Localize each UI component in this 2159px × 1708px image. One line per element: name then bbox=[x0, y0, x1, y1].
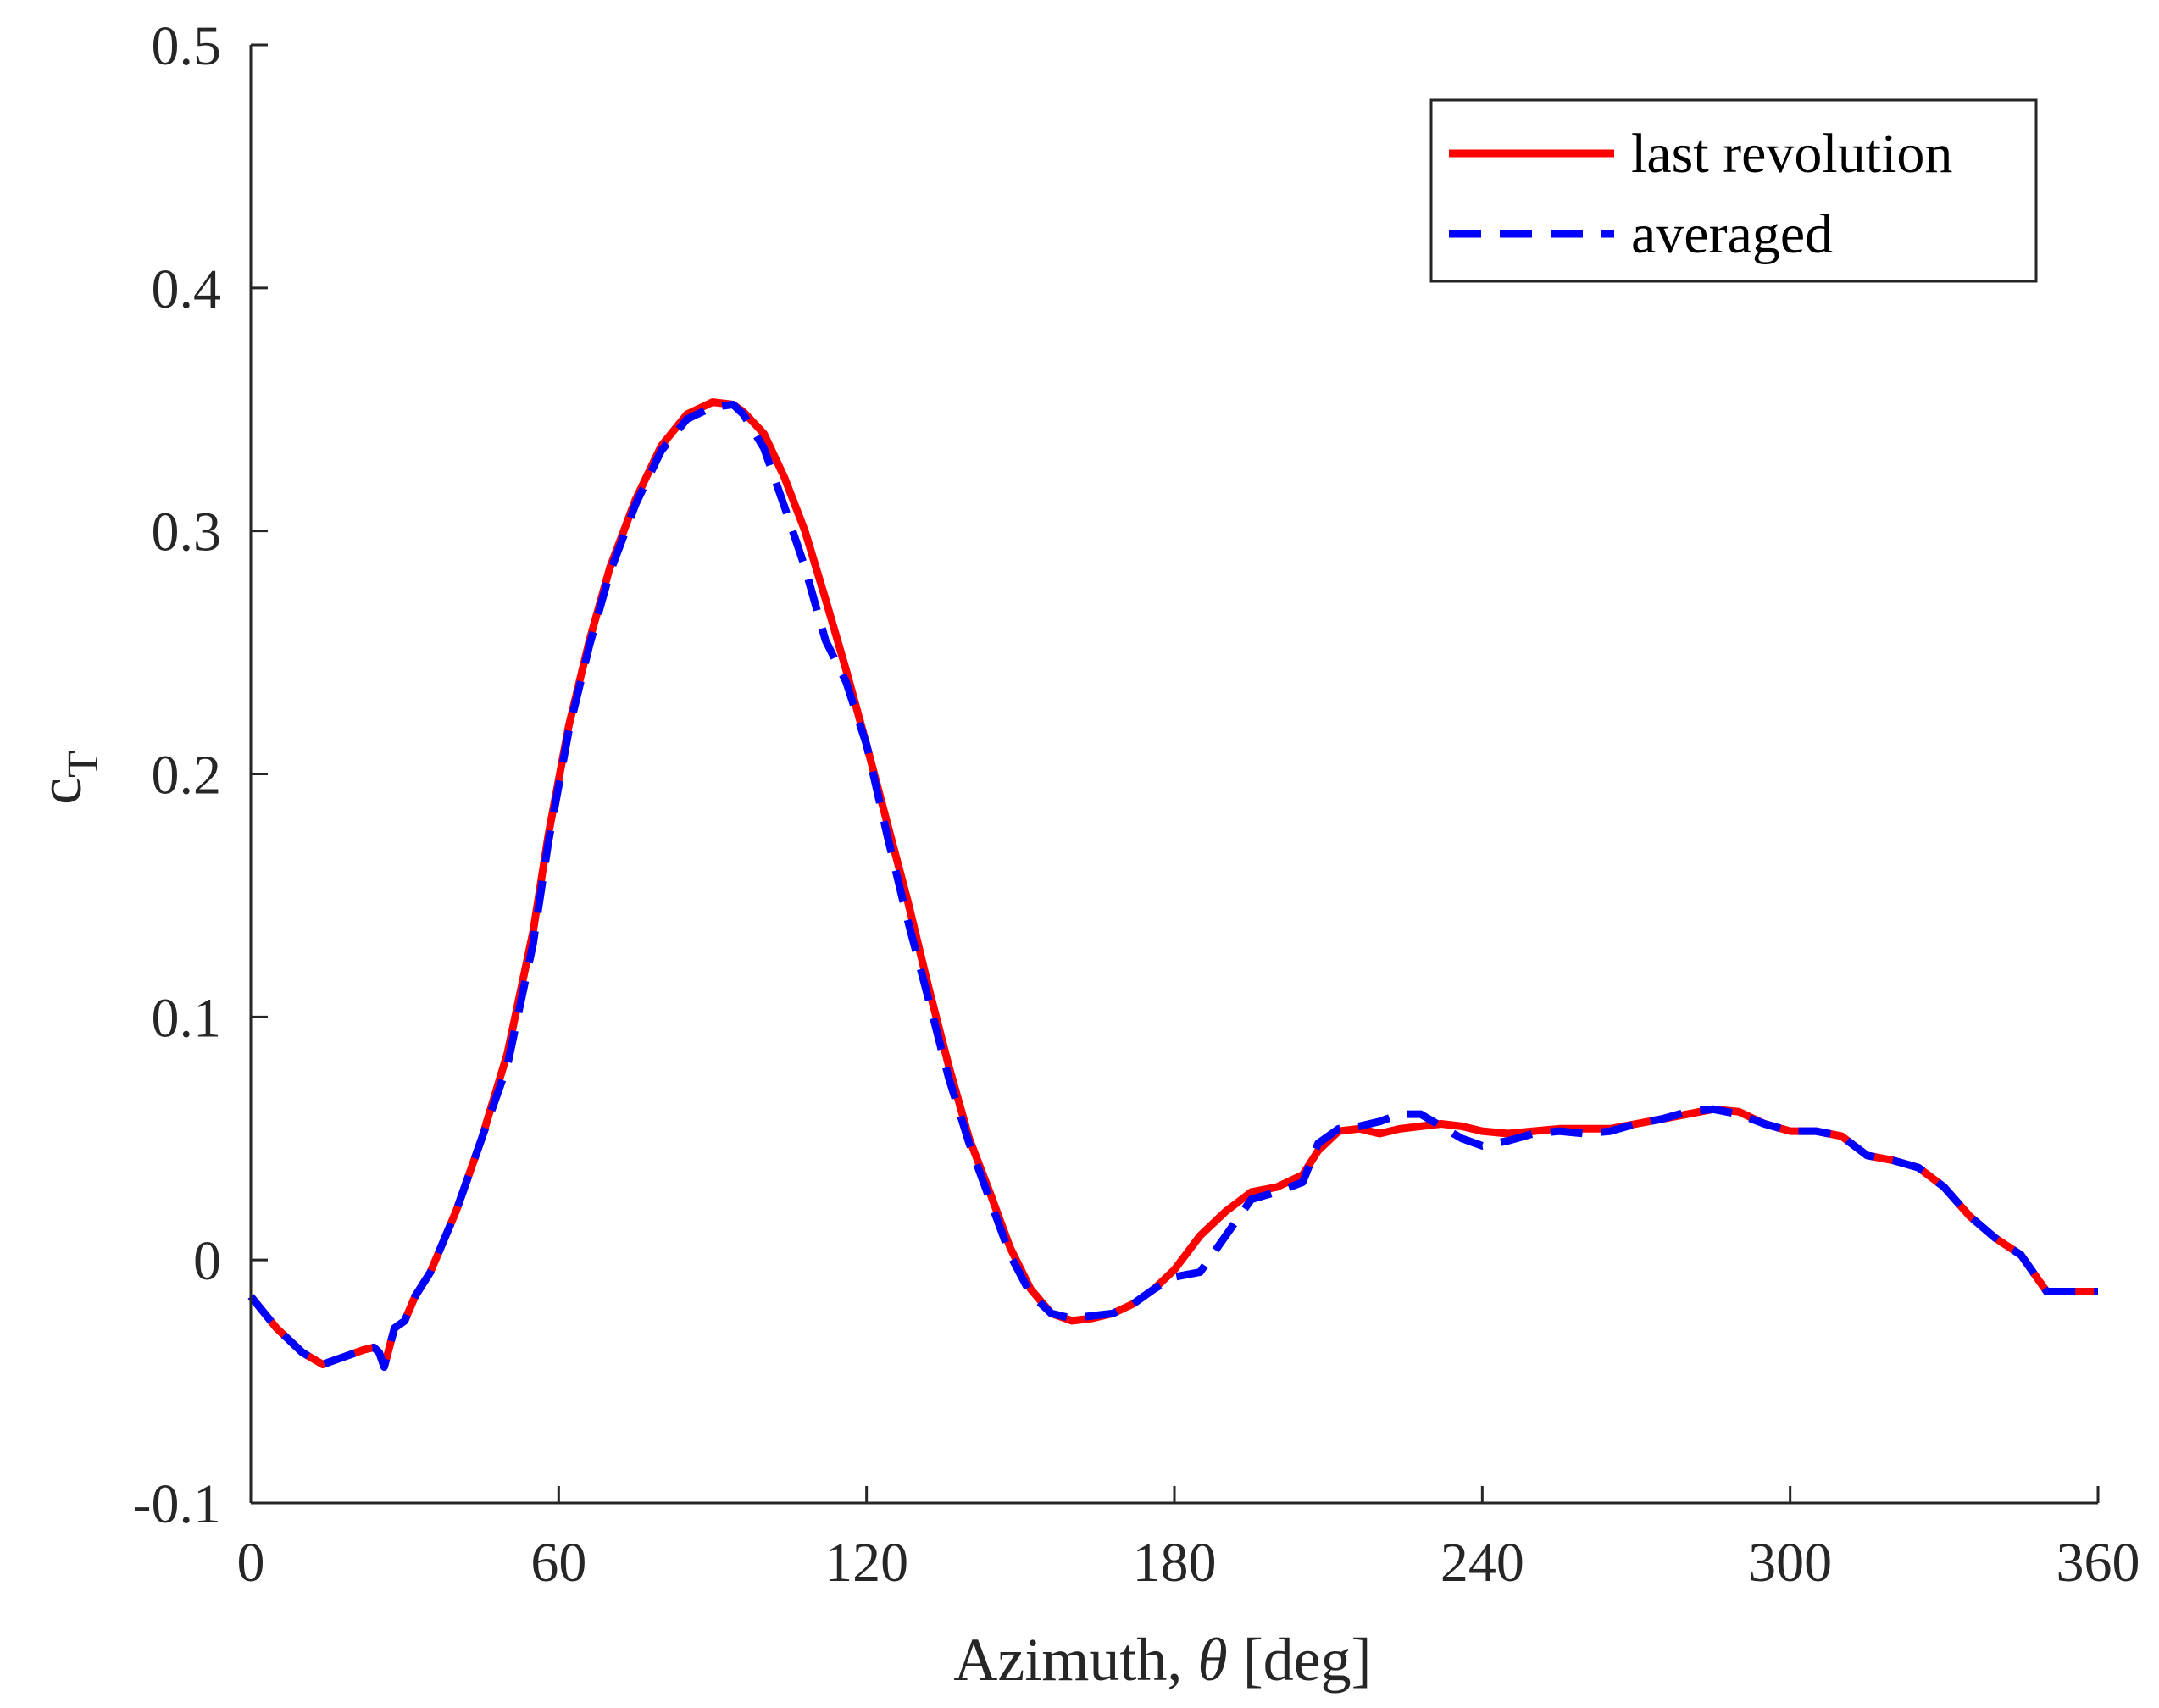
y-tick-label: 0.2 bbox=[152, 745, 222, 807]
y-axis-label: cT bbox=[26, 751, 108, 805]
y-tick-label: 0.3 bbox=[152, 502, 222, 563]
legend-label-last-revolution: last revolution bbox=[1631, 123, 1952, 185]
plot-area bbox=[247, 398, 2098, 1371]
x-axis-label: Azimuth, θ [deg] bbox=[953, 1626, 1371, 1694]
y-tick-label: -0.1 bbox=[133, 1473, 221, 1535]
x-tick-label: 240 bbox=[1440, 1532, 1524, 1594]
legend-label-averaged: averaged bbox=[1631, 203, 1833, 265]
legend: last revolution averaged bbox=[1429, 98, 2038, 283]
x-tick-label: 180 bbox=[1133, 1532, 1217, 1594]
x-tick-label: 60 bbox=[530, 1532, 586, 1594]
x-tick-label: 120 bbox=[824, 1532, 908, 1594]
series-line-averaged bbox=[247, 401, 2098, 1371]
y-tick-label: 0.5 bbox=[152, 15, 222, 77]
x-tick-label: 300 bbox=[1748, 1532, 1832, 1594]
x-tick-label: 0 bbox=[237, 1532, 265, 1594]
ticks: 0 60 120 180 240 300 360 -0.1 0 0.1 0.2 0.3 0.4 0.5 bbox=[133, 15, 2140, 1594]
svg-text:cT: cT bbox=[26, 751, 108, 805]
legend-box bbox=[1429, 98, 2038, 283]
x-tick-label: 360 bbox=[2056, 1532, 2140, 1594]
y-tick-label: 0.1 bbox=[152, 987, 222, 1049]
y-tick-label: 0 bbox=[193, 1230, 221, 1292]
y-tick-label: 0.4 bbox=[152, 258, 222, 320]
